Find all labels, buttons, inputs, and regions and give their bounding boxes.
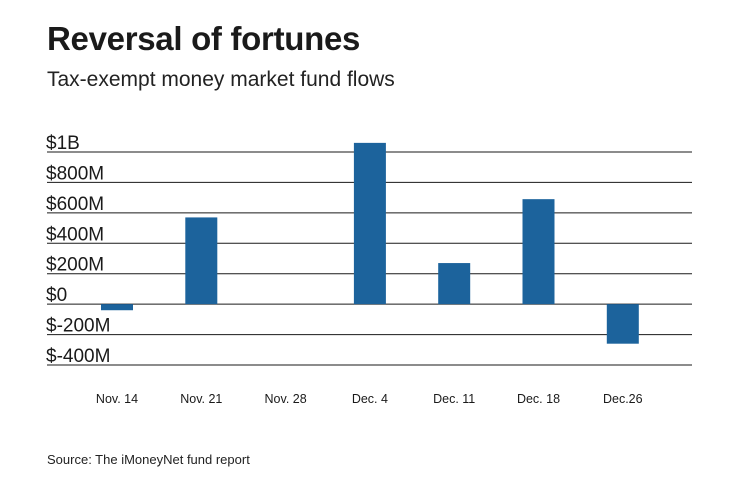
x-tick-label: Dec. 4 xyxy=(352,392,388,406)
chart-title: Reversal of fortunes xyxy=(47,20,361,57)
bar-dec-11 xyxy=(438,263,471,305)
bar-nov-14 xyxy=(101,304,133,311)
source-note: Source: The iMoneyNet fund report xyxy=(47,452,250,467)
bar-dec-18 xyxy=(522,199,555,305)
x-tick-label: Nov. 21 xyxy=(180,392,222,406)
x-axis-labels: Nov. 14 Nov. 21 Nov. 28 Dec. 4 Dec. 11 Dec. 1… xyxy=(96,392,643,406)
x-tick-label: Nov. 14 xyxy=(96,392,138,406)
x-tick-label: Dec.26 xyxy=(603,392,643,406)
bar-chart: $1B $800M $600M $400M $200M $0 $-200M $-400M No… xyxy=(46,133,692,406)
y-tick-label: $-400M xyxy=(46,346,110,367)
y-tick-label: $800M xyxy=(46,163,104,184)
x-tick-label: Nov. 28 xyxy=(265,392,307,406)
bars xyxy=(101,142,639,344)
y-tick-label: $-200M xyxy=(46,316,110,337)
bar-nov-21 xyxy=(185,217,218,305)
bar-dec-26 xyxy=(606,304,639,344)
chart-subtitle: Tax-exempt money market fund flows xyxy=(47,68,395,91)
y-tick-label: $600M xyxy=(46,194,104,215)
y-tick-label: $200M xyxy=(46,255,104,276)
y-tick-label: $1B xyxy=(46,133,80,154)
x-tick-label: Dec. 11 xyxy=(433,392,475,406)
y-axis-labels: $1B $800M $600M $400M $200M $0 $-200M $-400M xyxy=(46,133,110,367)
bar-dec-4 xyxy=(353,142,386,305)
y-tick-label: $0 xyxy=(46,285,67,306)
x-tick-label: Dec. 18 xyxy=(517,392,560,406)
y-tick-label: $400M xyxy=(46,224,104,245)
